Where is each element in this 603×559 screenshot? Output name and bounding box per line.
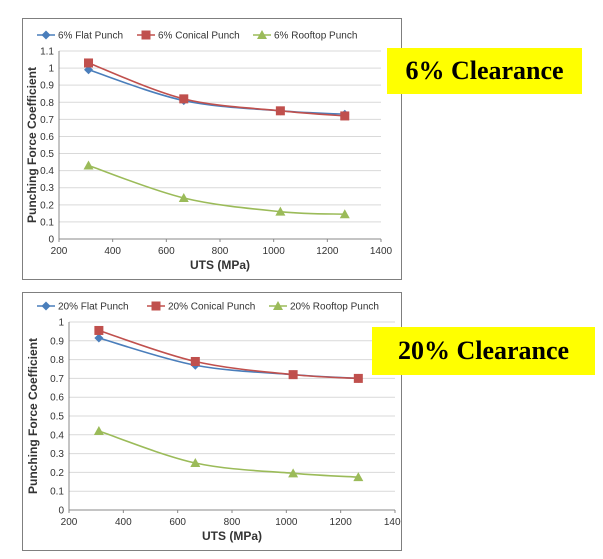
y-tick-label: 0.2: [40, 200, 54, 211]
y-tick-label: 1.1: [40, 47, 54, 58]
legend-label: 6% Flat Punch: [58, 31, 123, 42]
data-point: [84, 58, 94, 68]
y-tick-label: 0.6: [50, 393, 64, 404]
chart-6-percent: 0 0.1 0.2 0.3 0.4 0.5 0.6 0.7 0.8 0.9 1 1.1 200 400 60…: [22, 18, 402, 280]
y-tick-label: 0.6: [40, 132, 54, 143]
y-tick-label: 0.5: [40, 149, 54, 160]
data-point: [83, 160, 94, 170]
data-point: [94, 325, 104, 335]
y-tick-label: 0.1: [50, 487, 64, 498]
legend-marker: [141, 30, 151, 40]
y-axis-title: Punching Force Coefficient: [26, 338, 40, 494]
y-tick-label: 0.8: [40, 98, 54, 109]
x-axis-title: UTS (MPa): [202, 529, 262, 543]
x-tick-label: 1400: [370, 246, 393, 257]
series-line: [98, 329, 359, 380]
data-point: [340, 111, 350, 121]
chart-20-percent: 0 0.1 0.2 0.3 0.4 0.5 0.6 0.7 0.8 0.9 1 200 400 600 80…: [22, 292, 402, 551]
legend-label: 6% Conical Punch: [158, 31, 240, 42]
x-tick-label: 1200: [316, 246, 339, 257]
banner-6-percent-clearance: 6% Clearance: [387, 48, 582, 94]
data-point: [84, 65, 94, 75]
x-tick-label: 800: [212, 246, 229, 257]
y-tick-label: 0.3: [40, 183, 54, 194]
x-tick-label: 1000: [263, 246, 286, 257]
data-point: [275, 206, 286, 216]
x-tick-label: 800: [224, 517, 241, 528]
legend-label: 20% Rooftop Punch: [290, 302, 379, 313]
data-point: [288, 468, 299, 478]
y-tick-label: 0.5: [50, 412, 64, 423]
data-point: [275, 106, 285, 116]
x-tick-label: 200: [51, 246, 68, 257]
series-line: [88, 164, 345, 216]
x-tick-label: 200: [61, 517, 78, 528]
x-tick-label: 600: [158, 246, 175, 257]
data-point: [178, 192, 189, 202]
banner-20-percent-clearance: 20% Clearance: [372, 327, 595, 375]
data-point: [339, 209, 350, 219]
y-tick-label: 0.8: [50, 355, 64, 366]
legend-marker: [257, 30, 267, 39]
y-tick-label: 0: [58, 506, 64, 517]
y-tick-label: 0.4: [40, 166, 54, 177]
x-tick-label: 600: [169, 517, 186, 528]
data-point: [179, 94, 189, 104]
y-tick-label: 0.4: [50, 430, 64, 441]
series-line: [98, 430, 359, 478]
legend-label: 20% Flat Punch: [58, 302, 129, 313]
y-tick-label: 0.3: [50, 449, 64, 460]
y-tick-label: 0.9: [40, 81, 54, 92]
data-point: [190, 356, 200, 366]
data-point: [93, 426, 104, 436]
series-line: [88, 69, 345, 116]
series-line: [88, 62, 345, 117]
y-tick-label: 0.9: [50, 336, 64, 347]
legend-marker: [151, 301, 161, 311]
y-tick-label: 0: [48, 235, 54, 246]
y-tick-label: 0.7: [40, 115, 54, 126]
y-tick-label: 0.7: [50, 374, 64, 385]
y-axis-title: Punching Force Coefficient: [25, 67, 39, 223]
x-tick-label: 1200: [330, 517, 353, 528]
x-tick-label: 1400: [384, 517, 401, 528]
legend-marker: [273, 301, 283, 310]
x-axis-title: UTS (MPa): [190, 258, 250, 272]
legend-marker: [41, 301, 51, 311]
x-tick-label: 400: [104, 246, 121, 257]
x-tick-label: 400: [115, 517, 132, 528]
data-point: [353, 472, 364, 482]
legend-label: 20% Conical Punch: [168, 302, 255, 313]
data-point: [94, 333, 104, 343]
data-point: [288, 370, 298, 380]
y-tick-label: 0.2: [50, 468, 64, 479]
data-point: [190, 458, 201, 467]
y-tick-label: 0.1: [40, 217, 54, 228]
y-tick-label: 1: [48, 64, 54, 75]
x-tick-label: 1000: [275, 517, 298, 528]
y-tick-label: 1: [58, 318, 64, 329]
legend-marker: [41, 30, 51, 40]
data-point: [353, 373, 363, 383]
chart-6-percent-svg: 0 0.1 0.2 0.3 0.4 0.5 0.6 0.7 0.8 0.9 1 1.1 200 400 60…: [25, 30, 393, 272]
legend-label: 6% Rooftop Punch: [274, 31, 357, 42]
